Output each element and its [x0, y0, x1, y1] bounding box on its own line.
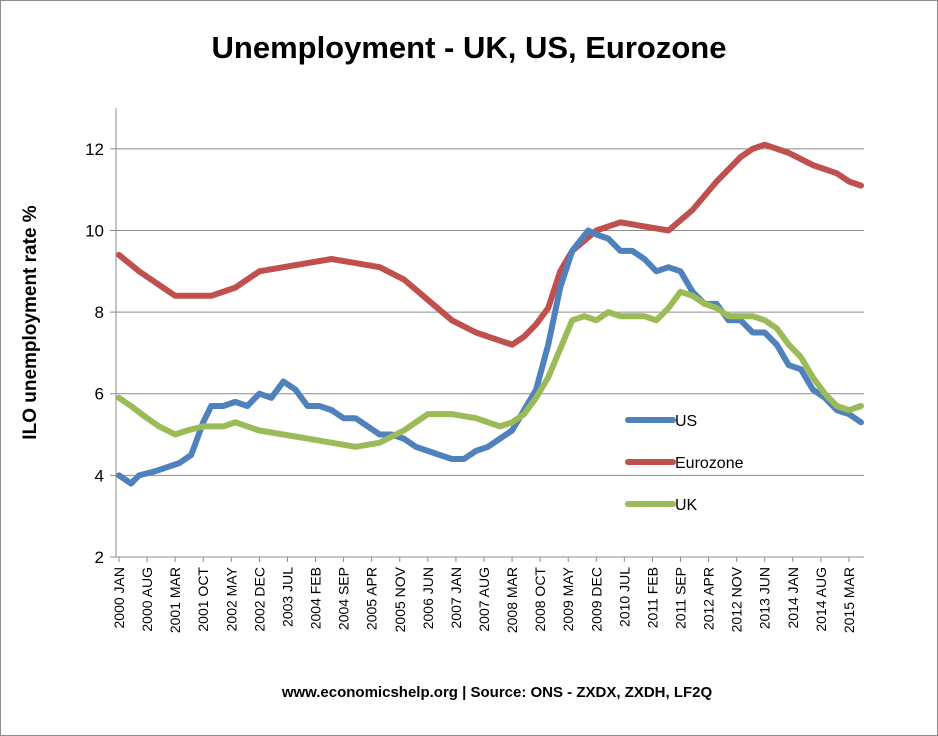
x-tick-label: 2002 DEC — [251, 567, 267, 632]
x-axis-ticks: 2000 JAN 2000 AUG 2001 MAR 2001 OCT 2002 MAY… — [111, 557, 857, 633]
y-tick-label: 4 — [95, 466, 104, 485]
x-tick-label: 2008 MAR — [504, 567, 520, 633]
x-tick-label: 2002 MAY — [223, 566, 239, 631]
x-tick-label: 2011 SEP — [673, 567, 689, 629]
x-tick-label: 2007 JAN — [448, 567, 464, 628]
y-axis-label: ILO unemployment rate % — [20, 205, 41, 439]
x-tick-label: 2006 JUN — [420, 567, 436, 629]
y-tick-label: 8 — [95, 303, 104, 322]
x-tick-label: 2014 JAN — [785, 567, 801, 628]
x-tick-label: 2005 NOV — [392, 566, 408, 632]
x-tick-label: 2004 SEP — [336, 567, 352, 630]
series-lines — [116, 141, 864, 487]
gridlines — [116, 148, 864, 476]
x-tick-label: 2010 JUL — [616, 567, 632, 627]
x-tick-label: 2015 MAR — [841, 567, 857, 633]
legend-label-us: US — [675, 413, 697, 430]
x-tick-label: 2008 OCT — [532, 567, 548, 632]
legend-label-eurozone: Eurozone — [675, 455, 744, 472]
x-tick-label: 2004 FEB — [308, 567, 324, 629]
x-tick-label: 2012 APR — [701, 567, 717, 630]
x-tick-label: 2012 NOV — [729, 566, 745, 632]
legend: US Eurozone UK — [625, 413, 744, 514]
x-tick-label: 2005 APR — [364, 567, 380, 630]
y-tick-label: 10 — [85, 221, 104, 240]
source-note: www.economicshelp.org | Source: ONS - ZX… — [281, 684, 713, 701]
y-tick-label: 12 — [85, 140, 104, 159]
x-tick-label: 2013 JUN — [757, 567, 773, 629]
x-tick-label: 2000 AUG — [139, 567, 155, 632]
x-tick-label: 2009 DEC — [588, 567, 604, 632]
series-line-eurozone — [116, 141, 864, 348]
series-line-uk — [116, 288, 864, 450]
x-tick-label: 2014 AUG — [813, 567, 829, 632]
x-tick-label: 2011 FEB — [644, 567, 660, 628]
x-tick-label: 2001 OCT — [195, 567, 211, 632]
x-tick-label: 2000 JAN — [111, 567, 127, 628]
legend-label-uk: UK — [675, 497, 698, 514]
x-tick-label: 2003 JUL — [279, 567, 295, 627]
y-axis-ticks: 2 4 6 8 10 12 — [85, 140, 116, 567]
x-tick-label: 2007 AUG — [476, 567, 492, 632]
x-tick-label: 2001 MAR — [167, 567, 183, 633]
series-line-us — [116, 227, 864, 487]
y-tick-label: 6 — [95, 385, 104, 404]
y-tick-label: 2 — [95, 548, 104, 567]
x-tick-label: 2009 MAY — [560, 566, 576, 631]
chart-title: Unemployment - UK, US, Eurozone — [212, 30, 727, 65]
